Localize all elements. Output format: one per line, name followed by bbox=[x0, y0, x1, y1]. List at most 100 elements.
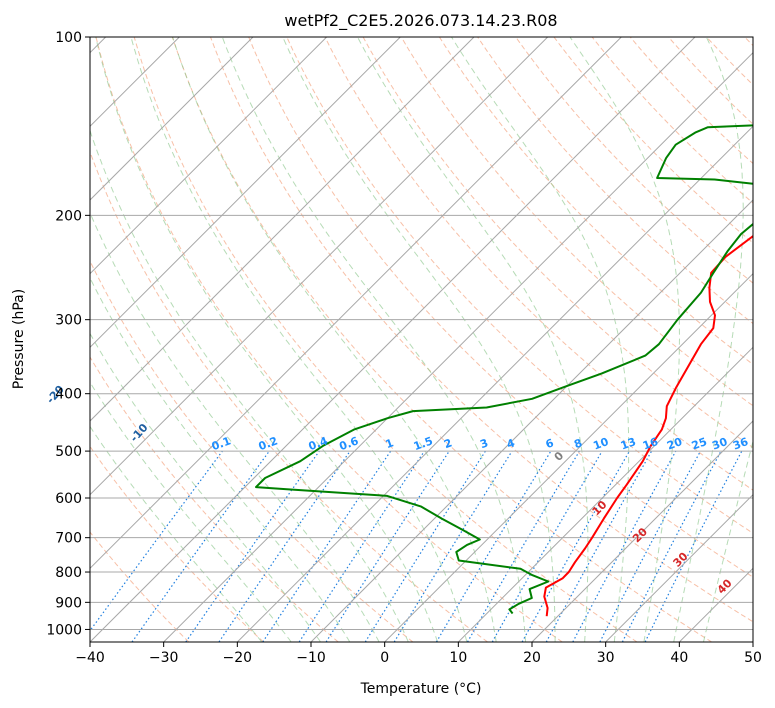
dry-adiabat-line bbox=[90, 445, 264, 642]
y-axis-ticks: 100 200 300 400 500 600 700 800 900 1000 bbox=[46, 30, 90, 638]
moist-adiabat-line bbox=[90, 277, 351, 642]
y-tick-label: 400 bbox=[55, 387, 82, 403]
chart-title: wetPf2_C2E5.2026.073.14.23.R08 bbox=[284, 11, 557, 31]
isotherm-line bbox=[90, 37, 475, 422]
mixing-ratio-line bbox=[572, 450, 677, 642]
dry-adiabat-label: -10 bbox=[128, 421, 151, 445]
x-axis-ticks: −40 −30 −20 −10 0 10 20 30 40 50 bbox=[75, 642, 762, 666]
y-tick-label: 900 bbox=[55, 595, 82, 611]
isotherm-line bbox=[90, 37, 328, 275]
isotherm-line bbox=[90, 37, 401, 349]
x-tick-label: 30 bbox=[597, 650, 615, 666]
mixing-ratio-line bbox=[644, 450, 743, 642]
mixing-ratio-label: 6 bbox=[544, 436, 556, 451]
temperature-line bbox=[543, 234, 753, 617]
mixing-ratio-line bbox=[435, 450, 552, 642]
isotherm-line bbox=[384, 272, 753, 642]
isotherm-line bbox=[752, 641, 753, 642]
mixing-ratio-label: 10 bbox=[591, 435, 610, 453]
isotherm-line bbox=[531, 420, 753, 642]
line-labels: 0.10.20.40.611.52346810131620253036-100-… bbox=[44, 383, 750, 597]
dry-adiabat-line bbox=[90, 150, 488, 642]
mixing-ratio-line bbox=[218, 450, 351, 642]
isotherm-line bbox=[90, 37, 254, 201]
dry-adiabat-line bbox=[515, 37, 753, 284]
moist-adiabat-line bbox=[90, 332, 321, 642]
isotherm-line bbox=[310, 199, 753, 642]
isotherm-line bbox=[457, 346, 753, 642]
moist-adiabat-line bbox=[130, 37, 468, 642]
dry-adiabat-line bbox=[553, 37, 753, 244]
x-tick-label: 0 bbox=[380, 650, 389, 666]
mixing-ratio-line bbox=[545, 450, 653, 642]
mixing-ratio-label: 25 bbox=[690, 435, 709, 452]
background-lines bbox=[90, 37, 753, 642]
y-tick-label: 200 bbox=[55, 208, 82, 224]
moist-adiabat-line bbox=[282, 37, 556, 642]
x-tick-label: 20 bbox=[523, 650, 541, 666]
mixing-ratio-label: 0.4 bbox=[307, 434, 330, 453]
mixing-ratio-line bbox=[185, 450, 320, 642]
x-tick-label: −20 bbox=[223, 650, 253, 666]
dry-adiabat-line bbox=[210, 37, 753, 623]
moist-adiabat-line bbox=[90, 128, 409, 642]
mixing-ratio-label: 1.5 bbox=[412, 434, 435, 453]
y-tick-label: 500 bbox=[55, 444, 82, 460]
dewpoint-line bbox=[255, 124, 753, 615]
y-tick-label: 100 bbox=[55, 30, 82, 46]
x-tick-label: 50 bbox=[744, 650, 762, 666]
mixing-ratio-line bbox=[521, 450, 631, 642]
dry-adiabat-line bbox=[90, 259, 414, 642]
dry-adiabat-line bbox=[95, 37, 563, 642]
mixing-ratio-label: 8 bbox=[572, 436, 584, 451]
x-tick-label: 10 bbox=[449, 650, 467, 666]
mixing-ratio-line bbox=[599, 450, 702, 642]
moist-adiabat-line bbox=[357, 37, 589, 642]
moist-adiabat-label: 40 bbox=[715, 576, 735, 596]
y-tick-label: 700 bbox=[55, 531, 82, 547]
isotherm-line bbox=[90, 37, 549, 496]
mixing-ratio-label: 2 bbox=[442, 436, 454, 451]
mixing-ratio-label: 3 bbox=[478, 436, 490, 451]
mixing-ratio-label: 4 bbox=[505, 436, 517, 451]
dry-adiabat-line bbox=[171, 37, 712, 642]
mixing-ratio-line bbox=[466, 450, 580, 642]
moist-adiabat-line bbox=[221, 37, 527, 642]
mixing-ratio-line bbox=[298, 450, 425, 642]
mixing-ratio-label: 20 bbox=[665, 435, 684, 453]
mixing-ratio-label: 36 bbox=[731, 435, 750, 453]
y-tick-label: 600 bbox=[55, 491, 82, 507]
isotherm-line bbox=[605, 493, 753, 642]
plot-frame bbox=[89, 36, 754, 643]
mixing-ratio-label: 0.2 bbox=[257, 434, 280, 453]
moist-adiabat-label: 30 bbox=[671, 549, 691, 569]
profile-curves bbox=[255, 124, 753, 617]
dry-adiabat-line bbox=[90, 531, 190, 642]
y-tick-label: 1000 bbox=[46, 622, 82, 638]
isotherm-line bbox=[236, 125, 753, 642]
dry-adiabat-line bbox=[438, 37, 753, 366]
y-axis-label: Pressure (hPa) bbox=[11, 289, 27, 389]
moist-adiabat-line bbox=[703, 439, 753, 642]
moist-adiabat-line bbox=[90, 381, 292, 642]
mixing-ratio-line bbox=[393, 450, 513, 642]
mixing-ratio-line bbox=[262, 450, 392, 642]
mixing-ratio-line bbox=[90, 450, 223, 632]
mixing-ratio-label: 30 bbox=[710, 435, 729, 453]
dry-adiabat-line bbox=[133, 37, 638, 642]
x-tick-label: 40 bbox=[670, 650, 688, 666]
isotherm-line bbox=[163, 51, 753, 642]
mixing-ratio-label: 13 bbox=[619, 435, 638, 452]
moist-adiabat-line bbox=[569, 37, 680, 642]
x-tick-label: −40 bbox=[75, 650, 105, 666]
x-tick-label: −30 bbox=[149, 650, 179, 666]
mixing-ratio-line bbox=[131, 450, 270, 642]
mixing-ratio-label: 1 bbox=[384, 436, 396, 451]
y-tick-label: 800 bbox=[55, 565, 82, 581]
isotherm-line bbox=[90, 37, 622, 570]
isotherm-line bbox=[90, 37, 696, 642]
moist-adiabat-line bbox=[90, 425, 263, 642]
isotherm-line bbox=[678, 567, 753, 642]
mixing-ratio-label: 0.1 bbox=[210, 434, 233, 453]
